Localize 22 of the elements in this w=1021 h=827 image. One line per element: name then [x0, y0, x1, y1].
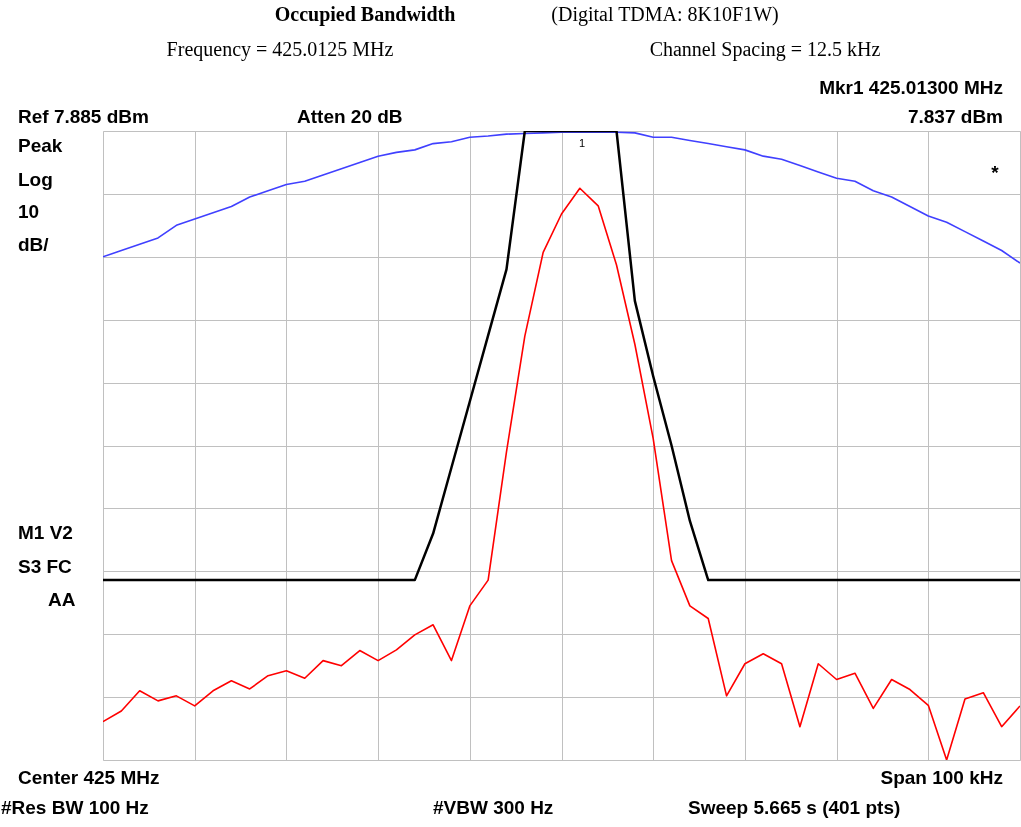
text: Channel Spacing = 12.5 kHz [649, 38, 881, 61]
text: 10 [18, 201, 40, 222]
text: Ref 7.885 dBm [18, 106, 149, 127]
text: Peak [18, 135, 63, 156]
text: Mkr1 425.01300 MHz [819, 77, 1003, 98]
annotation: * [991, 162, 1000, 183]
text: #Res BW 100 Hz [1, 797, 149, 818]
chart-subtitle: (Digital TDMA: 8K10F1W) [551, 3, 779, 26]
text: S3 FC [18, 556, 73, 577]
text: #VBW 300 Hz [433, 797, 554, 818]
text: Span 100 kHz [880, 767, 1003, 788]
text: 7.837 dBm [907, 106, 1003, 127]
text: M1 V2 [18, 522, 73, 543]
text: AA [48, 589, 76, 610]
text: Log [18, 169, 53, 190]
text: Atten 20 dB [297, 106, 403, 127]
text: Sweep 5.665 s (401 pts) [688, 797, 901, 818]
text: Frequency = 425.0125 MHz [166, 38, 394, 61]
chart-title: Occupied Bandwidth [274, 3, 456, 26]
annotation: 1 [578, 137, 586, 149]
text: dB/ [18, 234, 50, 255]
text: Center 425 MHz [18, 767, 160, 788]
